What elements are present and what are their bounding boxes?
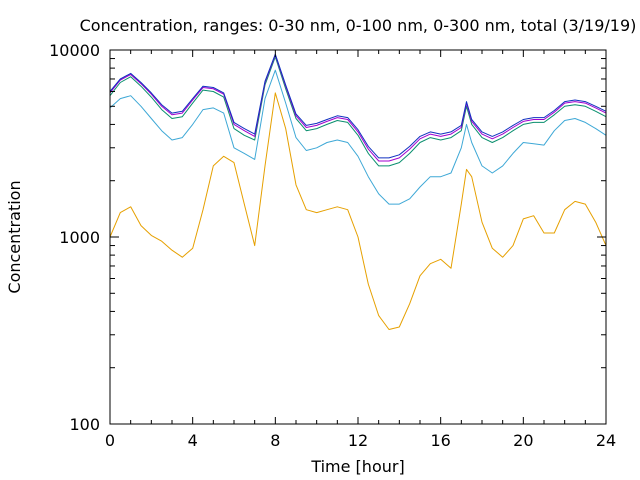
- x-tick-label: 0: [105, 431, 115, 450]
- x-tick-label: 4: [188, 431, 198, 450]
- x-axis-label: Time [hour]: [310, 457, 404, 476]
- y-tick-label: 100: [69, 415, 100, 434]
- y-tick-label: 10000: [49, 41, 100, 60]
- x-tick-label: 24: [596, 431, 616, 450]
- axis-layer: 0 4 8 12 16 20 24 100 1000 10000: [49, 41, 616, 450]
- x-tick-label: 20: [513, 431, 533, 450]
- x-tick-label: 8: [270, 431, 280, 450]
- series-line-5: [109, 53, 607, 159]
- y-axis-label: Concentration: [5, 180, 24, 293]
- x-tick-label: 12: [348, 431, 368, 450]
- series-layer: [109, 53, 607, 330]
- series-line-3: [109, 56, 607, 167]
- series-line-1: [109, 92, 607, 330]
- x-tick-label: 16: [430, 431, 450, 450]
- chart-title: Concentration, ranges: 0-30 nm, 0-100 nm…: [80, 16, 637, 35]
- series-line-2: [109, 69, 607, 205]
- y-tick-label: 1000: [59, 228, 100, 247]
- series-line-4: [109, 54, 607, 162]
